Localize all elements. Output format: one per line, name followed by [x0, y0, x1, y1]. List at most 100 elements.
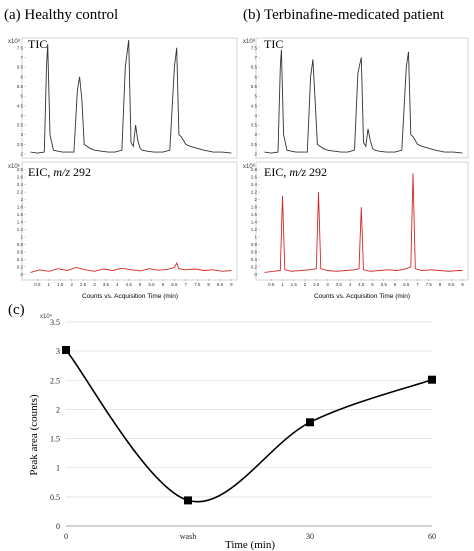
panel-b-xtick-label: 3	[326, 282, 329, 287]
panel-b-tic-ytick-label: 2.5	[251, 142, 258, 147]
panel-b-xtick-label: 8.5	[448, 282, 455, 287]
panel-c-marker-0	[62, 346, 70, 354]
panel-b-tic-yticks: 2 2.5 3 3.5 4 4.5 5 5.5 6 6.5 7 7.5	[251, 45, 260, 157]
panel-b-eic-ytick-label: 0.8	[251, 242, 258, 247]
panel-b-xtick-label: 0.5	[268, 282, 275, 287]
panel-a-xtick-label: 4.5	[126, 282, 133, 287]
panel-c-multiplier: x10⁴	[40, 313, 53, 320]
panel-a-eic-ytick-label: 2.4	[17, 182, 24, 187]
panel-a-tic-ytick-label: 7	[20, 55, 23, 60]
panel-b-eic-ytick-label: 1.2	[251, 227, 258, 232]
panel-a-tic-multiplier: x10⁸	[8, 38, 21, 45]
panel-a-xtick-label: 5.5	[148, 282, 155, 287]
panel-a-tic-ytick-label: 6.5	[17, 65, 24, 70]
panel-a-eic-ytick-label: 0.4	[17, 257, 24, 262]
panel-a-eic-ytick-label: 2.8	[17, 167, 24, 172]
panel-b-xtick-label: 5.5	[381, 282, 388, 287]
panel-b-tic-ytick-label: 5	[254, 94, 257, 99]
panel-a-label: (a) Healthy control	[4, 7, 118, 23]
panel-c-xtick-label: 30	[306, 532, 314, 541]
panel-b-xtick-label: 3.5	[336, 282, 343, 287]
panel-c-xtick-label: 0	[64, 532, 68, 541]
panel-a-xtick-label: 0.5	[34, 282, 41, 287]
panel-c-curve	[65, 349, 433, 503]
panel-a-xtick-label: 6.5	[171, 282, 178, 287]
panel-b-eic-yticks: 0 0.2 0.4 0.6 0.8 1 1.2 1.4 1.6 1.8 2 2.2 2.4 2.6 2.8	[251, 167, 260, 277]
panel-a-eic-ytick-label: 0.8	[17, 242, 24, 247]
panel-a-eic-ytick-label: 2.2	[17, 190, 24, 195]
panel-b-xtick-label: 7	[416, 282, 419, 287]
panel-c-ytick-label: 1.5	[50, 435, 60, 444]
panel-b-xticks: 0.5 1 1.5 2 2.5 3 3.5 4 4.5 5 5.5 6 6.5 7 7.5 8 8.5 9	[268, 279, 464, 287]
panel-c-ytick-label: 0.5	[50, 493, 60, 502]
panel-c-xtick-label: wash	[180, 532, 196, 541]
panel-c-ytick-label: 0	[56, 522, 60, 531]
panel-a-tic-ytick-label: 2.5	[17, 142, 24, 147]
panel-b-tic-ytick-label: 6.5	[251, 65, 258, 70]
panel-b-tic-ytick-label: 2	[254, 152, 257, 157]
panel-a-tic-ytick-label: 7.5	[17, 45, 24, 50]
panel-b-eic-ytick-label: 2	[254, 197, 257, 202]
panel-b-tic-ytick-label: 4	[254, 113, 257, 118]
panel-b-tic-ytick-label: 4.5	[251, 103, 258, 108]
panel-b-eic-label: EIC, m/z 292	[264, 165, 327, 179]
panel-a-tic-ytick-label: 5	[20, 94, 23, 99]
panel-b-tic-label: TIC	[264, 37, 283, 51]
panel-b-tic-ytick-label: 7.5	[251, 45, 258, 50]
panel-b-xtick-label: 2.5	[313, 282, 320, 287]
panel-a-tic-ytick-label: 5.5	[17, 84, 24, 89]
panel-b-eic-ytick-label: 1.8	[251, 205, 258, 210]
panel-a-tic-ytick-label: 4.5	[17, 103, 24, 108]
panel-a-xtick-label: 1.5	[57, 282, 64, 287]
panel-b-eic-ytick-label: 1.4	[251, 220, 258, 225]
panel-b-tic-ytick-label: 3	[254, 132, 257, 137]
panel-a-eic-frame	[21, 161, 238, 281]
panel-a-tic-ytick-label: 6	[20, 74, 23, 79]
panel-a-eic-ytick-label: 0.2	[17, 264, 24, 269]
panel-a-eic-label: EIC, m/z 292	[28, 165, 91, 179]
panel-a-tic: TIC x10⁸ 2 2.5 3 3.5 4 4.5 5 5.5 6 6.5 7 7.5	[8, 37, 238, 159]
panel-c-ytick-label: 3.5	[50, 318, 60, 327]
panel-a-tic-ytick-label: 3.5	[17, 123, 24, 128]
panel-b-xtick-label: 7.5	[426, 282, 433, 287]
panel-c-markers	[62, 346, 436, 505]
panel-c-xtick-label: 60	[428, 532, 436, 541]
panel-a-eic: EIC, m/z 292 x10⁶ 0 0.2 0.4 0.6 0.8 1 1.2 1.4 1.…	[8, 161, 238, 300]
panel-b-tic-ytick-label: 6	[254, 74, 257, 79]
panel-b-xtick-label: 5	[371, 282, 374, 287]
panel-b-tic-trace	[264, 49, 463, 154]
panel-b-xtick-label: 2	[304, 282, 307, 287]
panel-b-eic-ytick-label: 1.6	[251, 212, 258, 217]
panel-a-xtick-label: 8.5	[217, 282, 224, 287]
panel-b-eic-trace	[264, 173, 463, 273]
panel-a-eic-yticks: 0 0.2 0.4 0.6 0.8 1 1.2 1.4 1.6 1.8 2 2.2 2.4 2.6 2.8	[17, 167, 26, 277]
panel-b-eic-ytick-label: 2.6	[251, 175, 258, 180]
panel-b-xtick-label: 6	[394, 282, 397, 287]
panel-a-tic-trace	[30, 40, 232, 154]
panel-a-tic-label: TIC	[28, 37, 47, 51]
panel-a-xtick-label: 3	[93, 282, 96, 287]
panel-a-eic-ytick-label: 1	[20, 234, 23, 239]
panel-b-eic-multiplier: x10⁶	[243, 163, 256, 170]
panel-b-eic-ytick-label: 0.6	[251, 249, 258, 254]
panel-c-yticks: 0 0.5 1 1.5 2 2.5 3 3.5	[50, 318, 60, 531]
panel-a-xtick-label: 7.5	[194, 282, 201, 287]
panel-b-xtick-label: 9	[461, 282, 464, 287]
panel-a-eic-multiplier: x10⁶	[8, 163, 21, 170]
panel-b-xtick-label: 4	[349, 282, 352, 287]
panel-b-xtick-label: 8	[439, 282, 442, 287]
panel-a-tic-yticks: 2 2.5 3 3.5 4 4.5 5 5.5 6 6.5 7 7.5	[17, 45, 26, 157]
panel-a-eic-ytick-label: 0	[20, 272, 23, 277]
panel-a-xtick-label: 8	[207, 282, 210, 287]
panel-a-xtick-label: 2	[70, 282, 73, 287]
panel-a-tic-ytick-label: 4	[20, 113, 23, 118]
panel-a-eic-ytick-label: 2.6	[17, 175, 24, 180]
panel-a-xtick-label: 1	[48, 282, 51, 287]
panel-b-tic: TIC x10⁸ 2 2.5 3 3.5 4 4.5 5 5.5 6 6.5 7 7.5	[243, 37, 469, 159]
panel-c-ytick-label: 3	[56, 347, 60, 356]
panel-c-xticks: 0 wash 30 60	[64, 532, 436, 541]
panel-c-grid	[66, 321, 432, 527]
panel-c: x10⁴ 0 0.5 1 1.5 2 2.5 3 3.5 0 wash 30 60 Time (mi…	[28, 313, 436, 551]
panel-b-xtick-label: 1.5	[291, 282, 298, 287]
